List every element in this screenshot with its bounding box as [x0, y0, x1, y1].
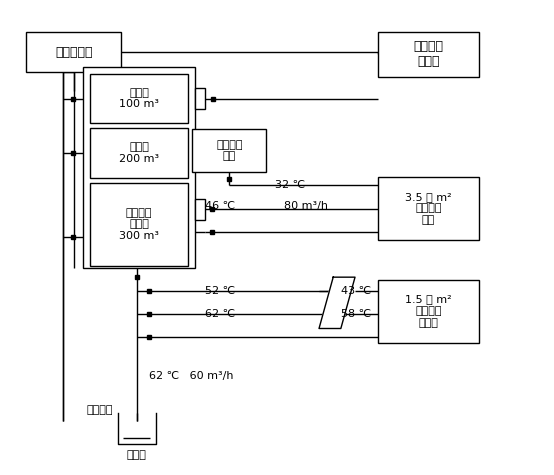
Text: 地覆采暖
储水池
300 m³: 地覆采暖 储水池 300 m³ — [119, 208, 159, 241]
Text: 挠井水源: 挠井水源 — [86, 405, 113, 415]
Text: 62 ℃: 62 ℃ — [205, 309, 235, 319]
Bar — [90, 128, 187, 178]
Bar — [192, 129, 266, 172]
Bar — [378, 177, 479, 240]
Bar — [90, 183, 187, 266]
Text: 备用池
200 m³: 备用池 200 m³ — [119, 142, 159, 164]
Text: 32 ℃: 32 ℃ — [275, 180, 305, 190]
Bar — [378, 279, 479, 342]
Text: 游泳池、
鱼池: 游泳池、 鱼池 — [216, 140, 243, 162]
Bar — [83, 67, 195, 268]
Text: 高位热水箱: 高位热水箱 — [55, 46, 93, 58]
Text: 43 ℃: 43 ℃ — [341, 286, 372, 296]
Text: 学生教职
工洗浴: 学生教职 工洗浴 — [413, 40, 443, 68]
Text: 1.5 万 m²
建筑暖气
包供暖: 1.5 万 m² 建筑暖气 包供暖 — [405, 294, 452, 328]
Text: 46 ℃: 46 ℃ — [205, 201, 235, 211]
Text: 80 m³/h: 80 m³/h — [284, 201, 328, 211]
Text: 洗浴池
100 m³: 洗浴池 100 m³ — [119, 88, 159, 109]
Text: 52 ℃: 52 ℃ — [205, 286, 235, 296]
Text: 地热井: 地热井 — [127, 450, 147, 460]
Text: 62 ℃   60 m³/h: 62 ℃ 60 m³/h — [149, 371, 233, 381]
Polygon shape — [319, 277, 355, 329]
Bar — [90, 74, 187, 123]
Bar — [26, 32, 121, 72]
Text: 3.5 万 m²
建筑地覆
采暖: 3.5 万 m² 建筑地覆 采暖 — [405, 192, 452, 225]
Bar — [195, 199, 205, 219]
Bar — [195, 88, 205, 109]
Text: 58 ℃: 58 ℃ — [341, 309, 372, 319]
Bar — [378, 32, 479, 76]
